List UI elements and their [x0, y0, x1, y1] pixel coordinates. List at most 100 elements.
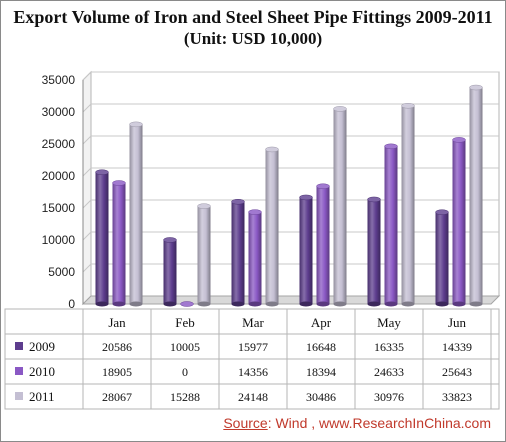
- legend-swatch-2010: [15, 367, 23, 375]
- bar-Feb-2011: [197, 206, 211, 304]
- bar-cap-Feb-2011: [197, 203, 211, 209]
- bar-Jun-2010: [452, 139, 466, 304]
- gridline-side: [82, 263, 92, 273]
- chart-title: Export Volume of Iron and Steel Sheet Pi…: [13, 7, 493, 27]
- data-label: 14339: [442, 340, 472, 354]
- bar-cap-May-2011: [401, 103, 415, 109]
- bar-base-Jan-2009: [95, 301, 109, 307]
- data-label: 14356: [238, 365, 268, 379]
- data-label: 16335: [374, 340, 404, 354]
- bar-May-2011: [401, 105, 415, 304]
- bar-cap-Mar-2010: [248, 209, 262, 215]
- bar-base-Jun-2010: [452, 301, 466, 307]
- bar-chart: 0 5000 10000 15000 20000 25000 30000 35000 Jan Fe…: [4, 70, 501, 410]
- data-label: 24633: [374, 365, 404, 379]
- data-label: 18905: [102, 365, 132, 379]
- source-text: : Wind , www.ResearchInChina.com: [267, 415, 491, 431]
- bar-base-Apr-2009: [299, 301, 313, 307]
- bar-cap-Jan-2009: [95, 169, 109, 175]
- bar-Jan-2009: [95, 172, 109, 304]
- bar-cap-Jun-2009: [435, 209, 449, 215]
- y-tick-label: 30000: [42, 105, 76, 119]
- legend-label-2011: 2011: [29, 389, 55, 404]
- bar-cap-Jan-2011: [129, 121, 143, 128]
- data-label: 25643: [442, 365, 472, 379]
- bar-base-Jun-2011: [469, 301, 483, 307]
- data-label: 28067: [102, 390, 132, 404]
- x-tick-label: Jun: [448, 315, 467, 330]
- gridline-side: [82, 135, 92, 145]
- gridline-side: [82, 167, 92, 177]
- bar-May-2010: [384, 146, 398, 304]
- bar-Apr-2010: [316, 186, 330, 304]
- x-tick-label: Jan: [108, 315, 126, 330]
- source-label: Source: [223, 415, 268, 431]
- bar-base-Jan-2010: [112, 301, 126, 307]
- data-label: 10005: [170, 340, 200, 354]
- bar-cap-May-2009: [367, 196, 381, 203]
- bar-base-May-2010: [384, 301, 398, 307]
- source-note: Source: Wind , www.ResearchInChina.com: [223, 415, 491, 431]
- bar-Jan-2010: [112, 183, 126, 304]
- bar-base-Apr-2010: [316, 301, 330, 307]
- data-label: 30976: [374, 390, 404, 404]
- y-tick-label: 10000: [42, 233, 76, 247]
- data-label: 18394: [306, 365, 336, 379]
- data-label: 16648: [306, 340, 336, 354]
- bar-Jun-2009: [435, 212, 449, 304]
- bar-base-Jan-2011: [129, 301, 143, 307]
- legend-swatch-2011: [15, 392, 23, 400]
- data-label: 15977: [238, 340, 268, 354]
- data-label: 0: [182, 365, 188, 379]
- bar-cap-Jan-2010: [112, 180, 126, 186]
- bar-cap-Jun-2011: [469, 84, 483, 91]
- bar-base-Jun-2009: [435, 301, 449, 307]
- bar-cap-Feb-2009: [163, 237, 177, 243]
- x-tick-label: May: [377, 315, 401, 330]
- bar-May-2009: [367, 199, 381, 304]
- chart-subtitle: (Unit: USD 10,000): [183, 29, 323, 48]
- y-tick-label: 15000: [42, 201, 76, 215]
- bar-Mar-2009: [231, 201, 245, 304]
- gridline-side: [82, 231, 92, 241]
- x-tick-label: Apr: [311, 315, 332, 330]
- bar-Jun-2011: [469, 87, 483, 304]
- legend-label-2009: 2009: [29, 339, 55, 354]
- bar-Mar-2011: [265, 149, 279, 304]
- bar-base-Mar-2009: [231, 301, 245, 307]
- bar-base-Feb-2011: [197, 301, 211, 307]
- data-label: 15288: [170, 390, 200, 404]
- bar-Apr-2011: [333, 108, 347, 304]
- gridline-side: [82, 71, 92, 81]
- bar-cap-Mar-2011: [265, 146, 279, 153]
- gridline-side: [82, 199, 92, 209]
- bar-Mar-2010: [248, 212, 262, 304]
- bar-Feb-2009: [163, 239, 177, 304]
- bar-base-May-2011: [401, 301, 415, 307]
- legend-swatch-2009: [15, 342, 23, 350]
- bar-cap-May-2010: [384, 143, 398, 150]
- y-tick-label: 0: [68, 297, 75, 311]
- bar-cap-Mar-2009: [231, 198, 245, 205]
- bar-base-Feb-2009: [163, 301, 177, 307]
- x-tick-label: Feb: [175, 315, 195, 330]
- y-tick-label: 5000: [48, 265, 75, 279]
- bar-cap-Jun-2010: [452, 137, 466, 143]
- gridline-side: [82, 103, 92, 113]
- bar-cap-Apr-2009: [299, 194, 313, 201]
- plot-side-wall: [82, 70, 92, 306]
- bar-Jan-2011: [129, 124, 143, 304]
- y-tick-label: 20000: [42, 169, 76, 183]
- bar-base-Mar-2010: [248, 301, 262, 307]
- bar-base-Mar-2011: [265, 301, 279, 307]
- bar-cap-Feb-2010: [180, 301, 194, 307]
- data-label: 24148: [238, 390, 268, 404]
- data-label: 30486: [306, 390, 336, 404]
- bar-Apr-2009: [299, 197, 313, 304]
- data-label: 33823: [442, 390, 472, 404]
- data-label: 20586: [102, 340, 132, 354]
- bar-cap-Apr-2010: [316, 183, 330, 190]
- y-tick-label: 35000: [42, 73, 76, 87]
- y-tick-label: 25000: [42, 137, 76, 151]
